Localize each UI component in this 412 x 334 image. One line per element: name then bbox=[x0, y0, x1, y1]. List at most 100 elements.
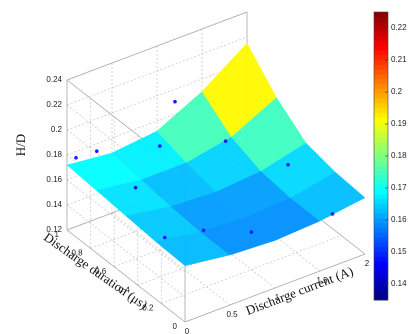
x-tick-label: 0.5 bbox=[226, 310, 238, 319]
z-tick-label: 0.24 bbox=[46, 75, 62, 84]
colorbar-segment bbox=[374, 228, 388, 234]
colorbar-tick-label: 0.21 bbox=[391, 55, 407, 64]
grid-line bbox=[161, 235, 342, 304]
data-point bbox=[95, 149, 99, 153]
colorbar-segment bbox=[374, 146, 388, 152]
z-tick-label: 0.2 bbox=[51, 125, 63, 134]
colorbar-segment bbox=[374, 170, 388, 176]
colorbar-segment bbox=[374, 290, 388, 296]
colorbar-tick-label: 0.16 bbox=[391, 215, 407, 224]
colorbar-segment bbox=[374, 175, 388, 181]
colorbar-segment bbox=[374, 223, 388, 229]
colorbar-segment bbox=[374, 160, 388, 167]
x-tick-label: 1.5 bbox=[316, 276, 328, 285]
data-point bbox=[74, 156, 78, 160]
colorbar-segment bbox=[374, 50, 388, 56]
colorbar-segment bbox=[374, 88, 388, 95]
colorbar-segment bbox=[374, 112, 388, 119]
colorbar-segment bbox=[374, 69, 388, 75]
colorbar-segment bbox=[374, 237, 388, 243]
colorbar-segment bbox=[374, 55, 388, 61]
colorbar-segment bbox=[374, 12, 388, 18]
y-tick-label: 0.4 bbox=[119, 285, 131, 294]
grid-line bbox=[66, 179, 186, 273]
colorbar-segment bbox=[374, 74, 388, 80]
colorbar-segment bbox=[374, 280, 388, 287]
colorbar-segment bbox=[374, 165, 388, 171]
data-point bbox=[286, 163, 290, 167]
x-tick-label: 2 bbox=[365, 259, 370, 268]
colorbar-segment bbox=[374, 98, 388, 104]
colorbar-segment bbox=[374, 117, 388, 123]
colorbar-segment bbox=[374, 232, 388, 239]
colorbar-segment bbox=[374, 285, 388, 291]
colorbar-segment bbox=[374, 208, 388, 215]
colorbar-tick-label: 0.17 bbox=[391, 183, 407, 192]
colorbar-tick-label: 0.2 bbox=[391, 87, 403, 96]
colorbar-segment bbox=[374, 242, 388, 248]
data-point bbox=[223, 139, 228, 143]
data-point bbox=[330, 212, 335, 216]
colorbar-tick-label: 0.14 bbox=[391, 279, 407, 288]
colorbar-segment bbox=[374, 132, 388, 138]
colorbar-segment bbox=[374, 204, 388, 210]
colorbar-tick-label: 0.22 bbox=[391, 23, 407, 32]
y-tick-label: 1 bbox=[55, 230, 60, 239]
colorbar-segment bbox=[374, 93, 388, 99]
x-tick-label: 0 bbox=[185, 327, 190, 334]
x-tick-label: 1 bbox=[275, 293, 280, 302]
colorbar-segment bbox=[374, 64, 388, 71]
surface-patch bbox=[290, 172, 366, 222]
colorbar-segment bbox=[374, 136, 388, 143]
colorbar-tick-label: 0.19 bbox=[391, 119, 407, 128]
data-point bbox=[249, 230, 254, 234]
data-point bbox=[173, 99, 177, 104]
data-point bbox=[163, 235, 167, 240]
colorbar-segment bbox=[374, 271, 388, 277]
z-tick-label: 0.18 bbox=[46, 150, 62, 159]
grid-line bbox=[111, 212, 231, 306]
colorbar-segment bbox=[374, 261, 388, 267]
grid-line bbox=[184, 253, 366, 323]
colorbar-segment bbox=[374, 108, 388, 114]
colorbar-segment bbox=[374, 103, 388, 109]
colorbar-segment bbox=[374, 199, 388, 205]
y-tick-label: 0 bbox=[173, 322, 178, 331]
grid-line bbox=[66, 204, 186, 298]
colorbar-segment bbox=[374, 127, 388, 133]
colorbar-segment bbox=[374, 26, 388, 32]
colorbar-segment bbox=[374, 141, 388, 147]
colorbar-segment bbox=[374, 276, 388, 282]
colorbar-segment bbox=[374, 218, 388, 224]
colorbar-segment bbox=[374, 184, 388, 191]
x-axis-label: Discharge current (A) bbox=[244, 263, 356, 318]
z-tick-label: 0.22 bbox=[46, 100, 62, 109]
colorbar-segment bbox=[374, 60, 388, 66]
colorbar-segment bbox=[374, 213, 388, 219]
colorbar-segment bbox=[374, 189, 388, 195]
colorbar-segment bbox=[374, 266, 388, 272]
colorbar-segment bbox=[374, 180, 388, 186]
colorbar-segment bbox=[374, 151, 388, 157]
colorbar-segment bbox=[374, 247, 388, 253]
colorbar-segment bbox=[374, 36, 388, 42]
y-tick-label: 0.2 bbox=[142, 304, 154, 313]
colorbar-segment bbox=[374, 295, 388, 301]
y-tick-label: 0.8 bbox=[71, 249, 83, 258]
data-point bbox=[201, 228, 206, 233]
colorbar-segment bbox=[374, 122, 388, 128]
colorbar-segment bbox=[374, 21, 388, 27]
colorbar-segment bbox=[374, 256, 388, 263]
z-tick-label: 0.16 bbox=[46, 175, 62, 184]
colorbar-segment bbox=[374, 252, 388, 258]
z-tick-label: 0.14 bbox=[46, 200, 62, 209]
colorbar-segment bbox=[374, 84, 388, 90]
colorbar-segment bbox=[374, 40, 388, 47]
y-tick-label: 0.6 bbox=[95, 267, 107, 276]
colorbar-segment bbox=[374, 45, 388, 51]
colorbar-tick-label: 0.15 bbox=[391, 247, 407, 256]
colorbar-segment bbox=[374, 16, 388, 23]
colorbar-segment bbox=[374, 79, 388, 85]
colorbar-segment bbox=[374, 31, 388, 37]
